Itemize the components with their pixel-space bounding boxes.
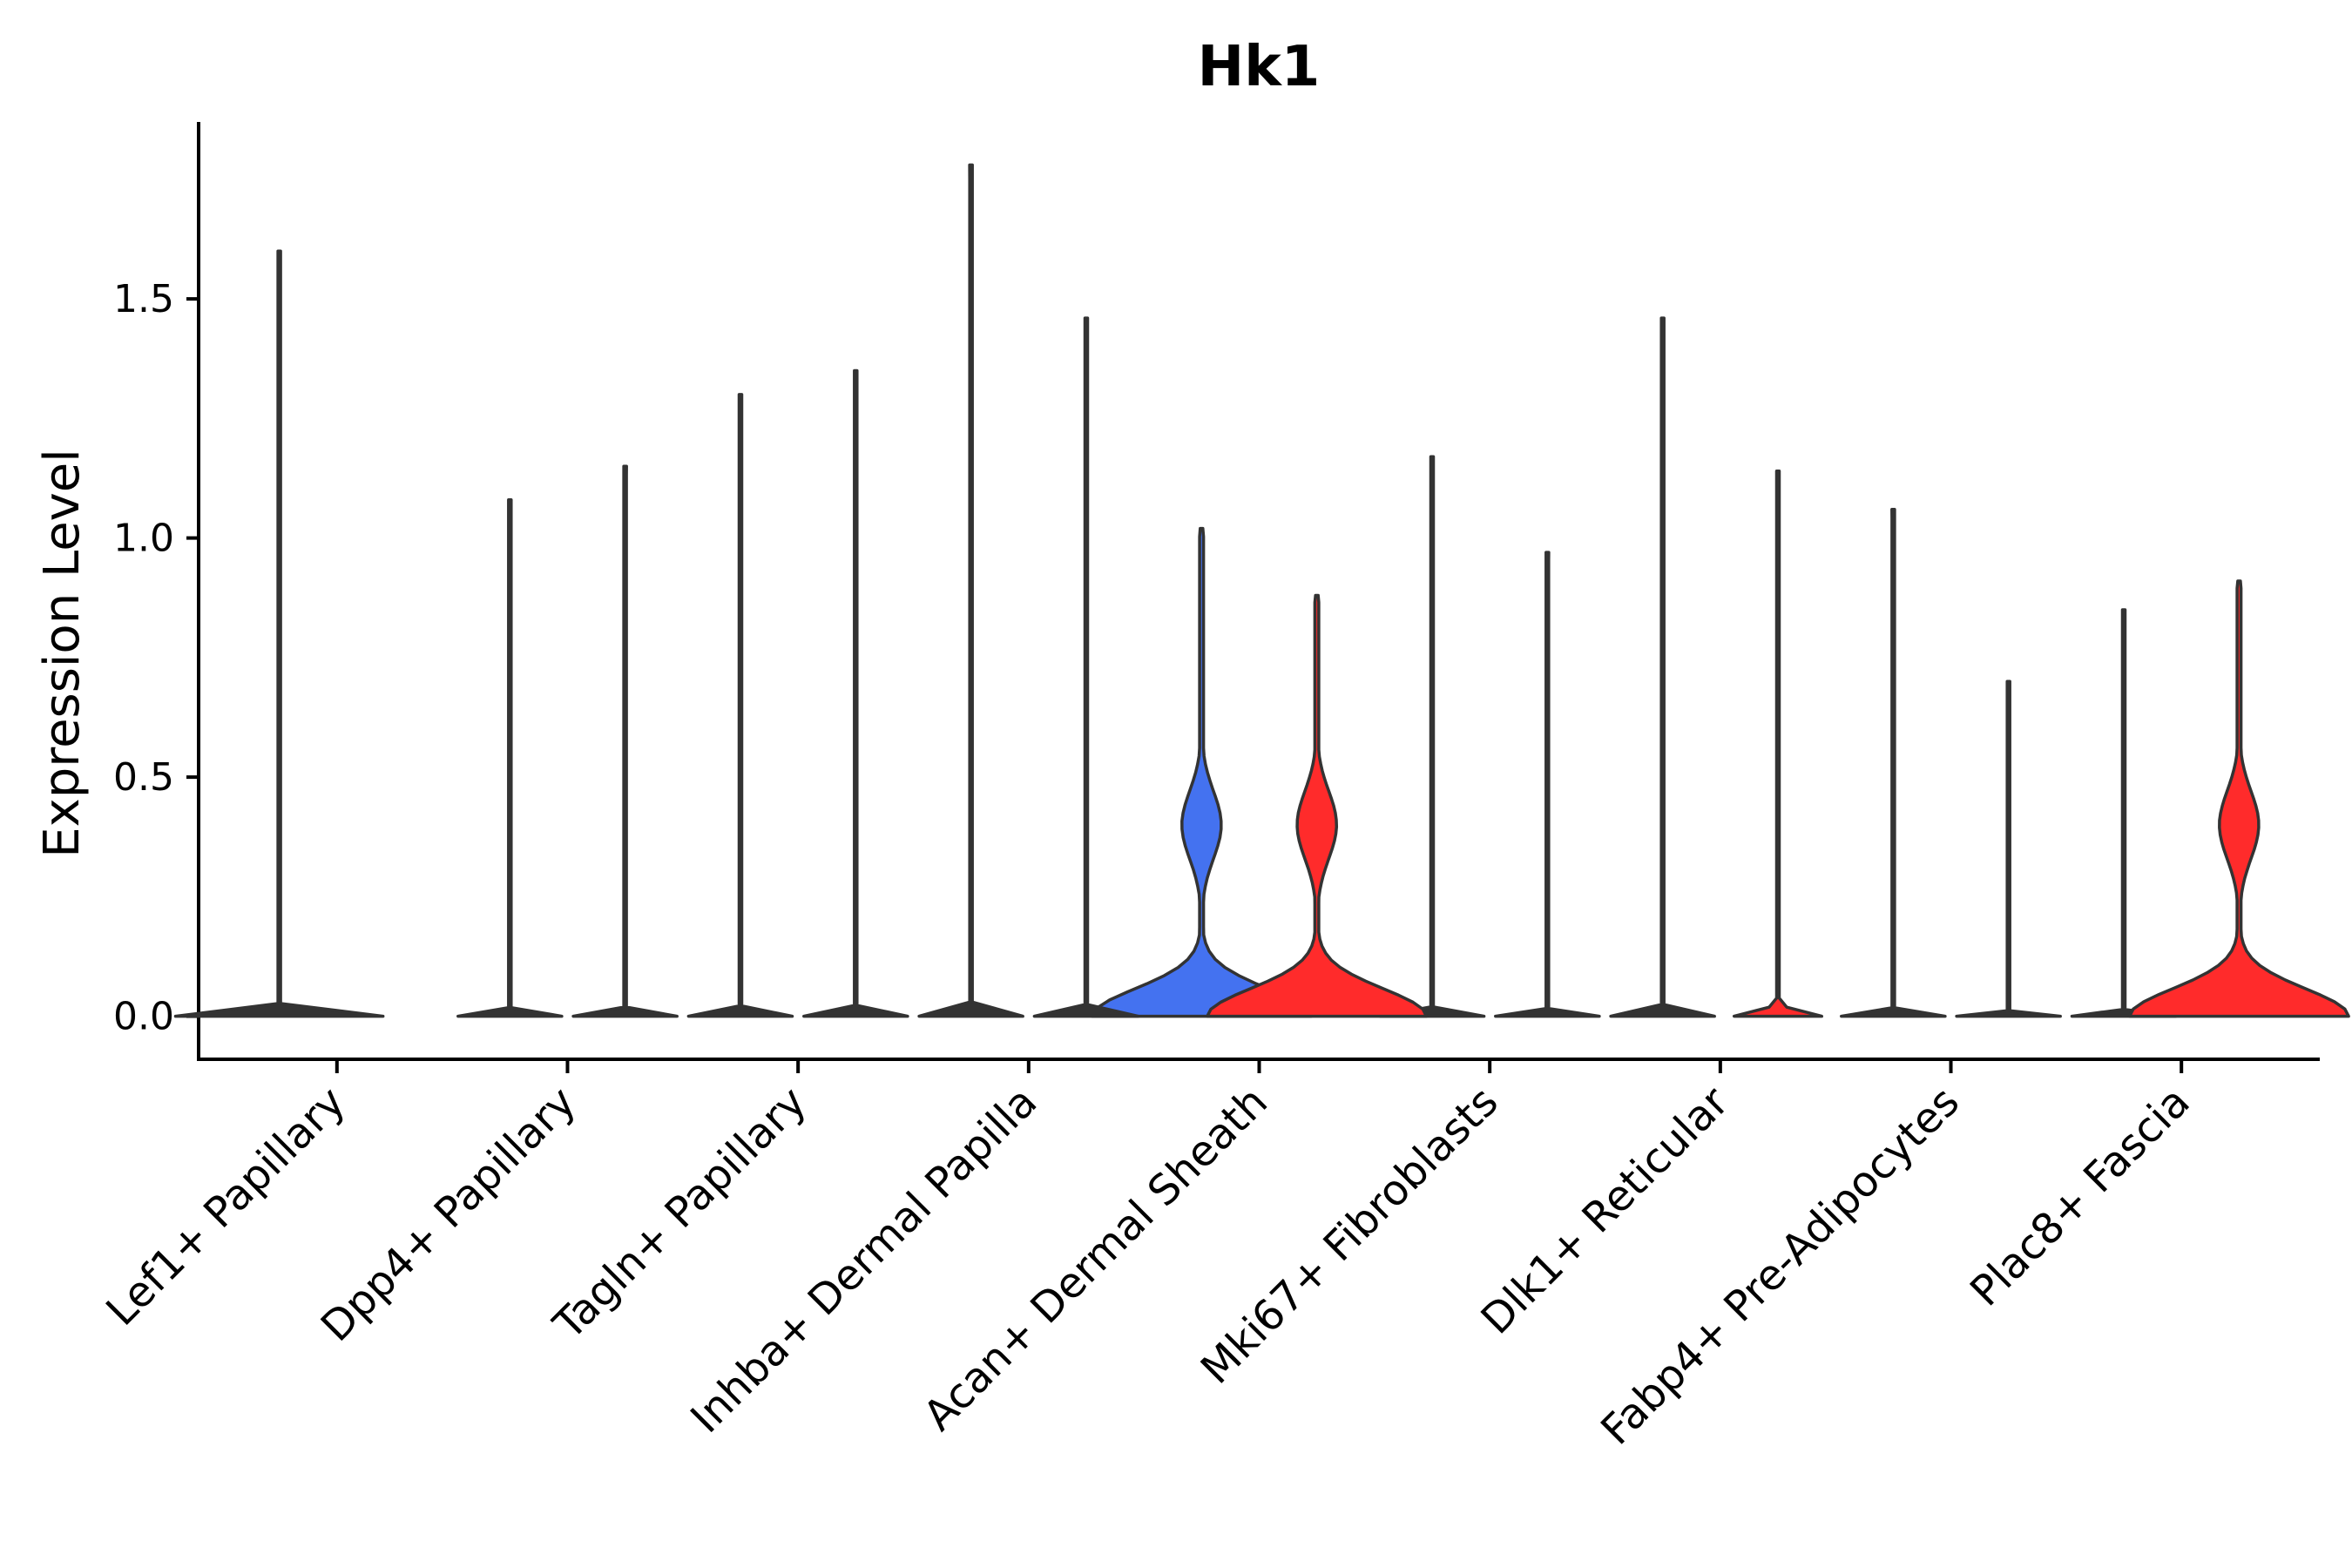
violin-2-8 (2127, 579, 2350, 1018)
violin-1-4 (1090, 526, 1313, 1018)
violin-1-1 (456, 497, 564, 1018)
violin-2-3 (1032, 316, 1140, 1018)
x-category-label: Dpp4+ Papillary (312, 1078, 585, 1351)
x-category-label: Dlk1+ Reticular (1472, 1078, 1739, 1344)
y-ticks: 0.0 0.5 1.0 1.5 (113, 277, 199, 1039)
violin-1-0 (173, 249, 385, 1018)
violin-2-4 (1206, 593, 1429, 1018)
violin-2-2 (802, 368, 909, 1018)
violins (173, 163, 2350, 1018)
x-category-label: Plac8+ Fascia (1961, 1078, 2200, 1316)
y-tick-label: 0.5 (113, 755, 174, 800)
violin-1-6 (1609, 316, 1716, 1018)
y-tick-label: 0.0 (113, 995, 174, 1039)
violin-2-6 (1732, 470, 1824, 1018)
violin-1-5 (1378, 455, 1486, 1018)
x-category-label: Tagln+ Papillary (544, 1078, 815, 1349)
x-category-label: Lef1+ Papillary (97, 1078, 355, 1335)
chart-title: Hk1 (1198, 35, 1321, 99)
y-tick-label: 1.5 (113, 277, 174, 321)
violin-2-5 (1494, 551, 1601, 1018)
violin-1-2 (686, 393, 794, 1018)
y-tick-label: 1.0 (113, 517, 174, 561)
violin-1-8 (2070, 608, 2178, 1018)
violin-1-3 (917, 163, 1024, 1018)
violin-1-7 (1840, 507, 1947, 1018)
y-axis-label: Expression Level (34, 449, 91, 858)
violin-2-7 (1955, 679, 2062, 1018)
violin-2-1 (571, 464, 679, 1018)
